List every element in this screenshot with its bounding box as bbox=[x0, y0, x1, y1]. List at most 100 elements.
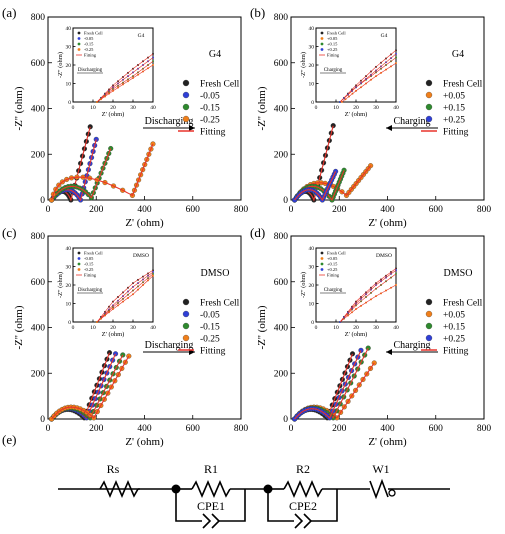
inset-fitting-line bbox=[96, 269, 154, 323]
inset-y-tick-label: 10 bbox=[309, 302, 315, 308]
inset-legend-entry: Fresh Cell bbox=[84, 251, 103, 256]
direction-label: Discharging bbox=[145, 116, 194, 127]
legend-swatch-marker bbox=[182, 322, 190, 330]
electrolyte-annotation: G4 bbox=[209, 49, 221, 60]
inset-legend-swatch-marker bbox=[320, 257, 324, 260]
inset-x-tick-label: 20 bbox=[353, 325, 359, 331]
y-tick-label: 400 bbox=[31, 324, 46, 334]
x-tick-label: 600 bbox=[186, 424, 201, 434]
inset-fitting-line bbox=[339, 53, 397, 103]
legend: Fresh Cell +0.05 +0.15 +0.25 Fitting bbox=[421, 80, 483, 138]
legend-swatch-marker bbox=[182, 310, 190, 318]
inset-x-tick-label: 0 bbox=[315, 105, 318, 111]
inset-direction-label: Charging bbox=[324, 68, 343, 73]
data-point bbox=[87, 124, 93, 130]
inset-legend-entry: +0.05 bbox=[327, 256, 338, 261]
x-tick-label: 400 bbox=[137, 205, 152, 215]
cpe2-element-a bbox=[294, 513, 304, 529]
legend-swatch-marker bbox=[182, 334, 190, 342]
inset-legend-swatch-marker bbox=[77, 268, 81, 271]
y-tick-label: 0 bbox=[283, 415, 288, 425]
inset-fitting-line bbox=[339, 269, 397, 323]
y-tick-label: 600 bbox=[274, 278, 289, 288]
legend-swatch-marker bbox=[182, 298, 190, 306]
legend-entry: -0.05 bbox=[200, 311, 220, 321]
inset-x-axis-label: Z' (ohm) bbox=[345, 111, 368, 118]
y-tick-label: 0 bbox=[40, 196, 45, 206]
inset-legend-swatch-marker bbox=[320, 48, 324, 51]
legend-swatch-marker bbox=[425, 91, 433, 99]
inset-y-tick-label: 10 bbox=[66, 82, 72, 88]
label-r2: R2 bbox=[296, 462, 310, 476]
legend-swatch-marker bbox=[425, 115, 433, 123]
inset-x-tick-label: 10 bbox=[90, 325, 96, 331]
x-tick-label: 400 bbox=[380, 424, 395, 434]
x-tick-label: 400 bbox=[380, 205, 395, 215]
panel-label: (b) bbox=[250, 5, 265, 20]
warburg-w1 bbox=[369, 478, 389, 500]
inset-y-tick-label: 30 bbox=[309, 45, 315, 51]
inset-x-tick-label: 30 bbox=[373, 325, 379, 331]
inset-legend-swatch-marker bbox=[320, 31, 324, 35]
inset-x-tick-label: 10 bbox=[333, 105, 339, 111]
inset-legend-swatch-marker bbox=[77, 251, 81, 255]
legend-entry: -0.25 bbox=[200, 116, 220, 126]
inset-x-tick-label: 20 bbox=[110, 105, 116, 111]
direction-label: Charging bbox=[393, 340, 430, 351]
inset-y-tick-label: 40 bbox=[66, 26, 72, 32]
resistor-rs bbox=[99, 479, 139, 499]
inset-y-axis-label: -Z'' (ohm) bbox=[300, 52, 307, 78]
legend-entry: Fitting bbox=[200, 347, 226, 357]
legend-entry: -0.25 bbox=[200, 335, 220, 345]
legend-swatch-marker bbox=[425, 79, 433, 87]
warburg-subscript-mark bbox=[388, 489, 396, 497]
wire-cpe2-left bbox=[267, 489, 294, 522]
inset-legend-entry: +0.25 bbox=[327, 267, 338, 272]
inset-fitting-line bbox=[96, 275, 154, 323]
data-point bbox=[106, 350, 113, 356]
direction-arrow-head bbox=[386, 349, 392, 355]
panel-label-e: (e) bbox=[2, 432, 16, 447]
legend: Fresh Cell +0.05 +0.15 +0.25 Fitting bbox=[421, 299, 483, 357]
inset-x-tick-label: 40 bbox=[393, 325, 399, 331]
legend-entry: Fitting bbox=[443, 128, 469, 138]
inset-legend-swatch-marker bbox=[320, 42, 324, 46]
y-tick-label: 400 bbox=[274, 105, 289, 115]
series--0.25 bbox=[49, 353, 132, 422]
panel-label: (a) bbox=[2, 5, 16, 20]
x-tick-label: 600 bbox=[186, 205, 201, 215]
inset-x-tick-label: 10 bbox=[90, 105, 96, 111]
fitting-line bbox=[294, 350, 362, 420]
legend-swatch-marker bbox=[182, 91, 190, 99]
y-axis-label: -Z'' (ohm) bbox=[13, 86, 25, 130]
inset-legend-swatch-marker bbox=[320, 268, 324, 271]
inset-x-axis-label: Z' (ohm) bbox=[102, 111, 125, 118]
inset-legend-entry: -0.15 bbox=[84, 262, 94, 267]
legend-entry: Fresh Cell bbox=[443, 299, 483, 309]
inset-legend-swatch-marker bbox=[77, 48, 81, 51]
inset-y-axis-label: -Z'' (ohm) bbox=[57, 272, 64, 298]
inset-legend-swatch-marker bbox=[320, 262, 324, 266]
inset-y-tick-label: 0 bbox=[311, 100, 314, 106]
inset-fitting-line bbox=[339, 284, 397, 323]
legend-entry: Fitting bbox=[443, 347, 469, 357]
inset-legend-entry: +0.05 bbox=[327, 36, 338, 41]
inset-legend-entry: Fresh Cell bbox=[327, 31, 346, 36]
equivalent-circuit: (e) Rs R1 CPE1 R2 CPE2 W1 bbox=[2, 432, 450, 529]
inset-legend-entry: Fitting bbox=[327, 273, 340, 278]
x-axis-label: Z' (ohm) bbox=[125, 436, 164, 448]
inset-x-tick-label: 20 bbox=[353, 105, 359, 111]
direction-arrow-head bbox=[189, 125, 195, 131]
inset-legend-entry: Fresh Cell bbox=[84, 31, 103, 36]
cpe2-element-b bbox=[303, 513, 313, 529]
legend-entry: +0.05 bbox=[443, 311, 465, 321]
label-r1: R1 bbox=[204, 462, 218, 476]
inset-x-tick-label: 30 bbox=[373, 105, 379, 111]
series--0.25 bbox=[49, 141, 156, 203]
panel-label: (d) bbox=[250, 225, 265, 240]
data-point bbox=[333, 168, 339, 174]
x-tick-label: 0 bbox=[289, 424, 294, 434]
legend-swatch-marker bbox=[425, 103, 433, 111]
y-tick-label: 800 bbox=[31, 13, 46, 23]
